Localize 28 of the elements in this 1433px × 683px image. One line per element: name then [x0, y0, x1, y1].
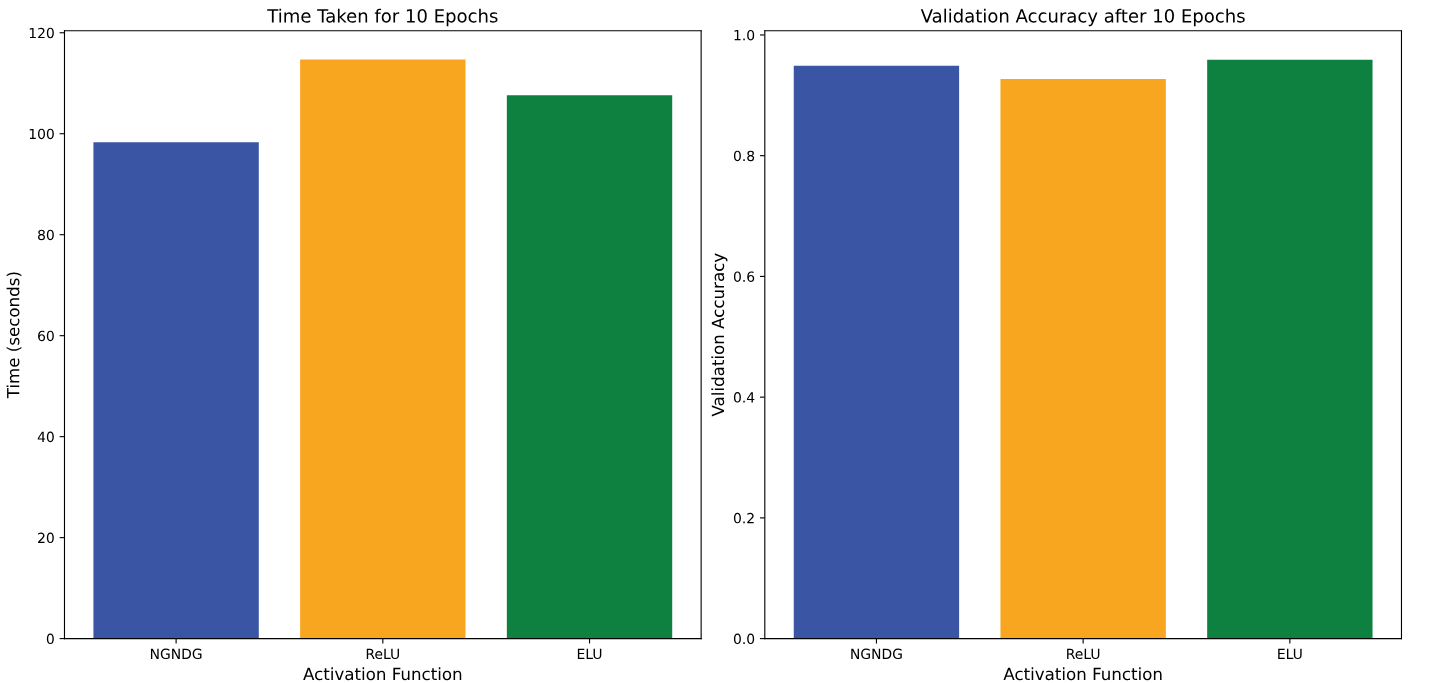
- x-axis-title: Activation Function: [303, 667, 462, 681]
- y-tick-label: 40: [37, 431, 54, 443]
- y-tick-label: 80: [38, 229, 54, 241]
- y-axis-title: Time (seconds): [6, 272, 22, 399]
- y-tick-label: 0.4: [733, 392, 755, 403]
- y-tick-label: 0.6: [733, 271, 755, 282]
- x-tick-label: ELU: [1278, 648, 1302, 660]
- y-tick-label: 0.8: [733, 150, 755, 162]
- y-tick-label: 100: [29, 128, 54, 140]
- y-axis-title: Validation Accuracy: [711, 253, 728, 417]
- y-tick-label: 1.0: [734, 29, 755, 41]
- y-tick-label: 120: [29, 27, 54, 39]
- y-tick-label: 0.2: [733, 512, 754, 524]
- y-tick-label: 20: [38, 532, 54, 544]
- y-tick-label: 0.0: [733, 633, 755, 645]
- x-tick-label: ELU: [577, 648, 602, 660]
- chart-title: Validation Accuracy after 10 Epochs: [920, 8, 1245, 27]
- bar: [93, 142, 259, 639]
- y-tick-label: 60: [38, 330, 54, 342]
- chart-title: Time Taken for 10 Epochs: [267, 8, 498, 27]
- y-tick-label: 0: [46, 633, 54, 645]
- x-tick-label: ReLU: [366, 648, 399, 660]
- x-axis-title: Activation Function: [1003, 667, 1162, 681]
- x-tick-label: NGNDG: [851, 648, 902, 660]
- x-tick-label: ReLU: [1067, 648, 1100, 660]
- bar: [300, 59, 466, 639]
- bar: [506, 95, 673, 639]
- x-tick-label: NGNDG: [150, 648, 202, 660]
